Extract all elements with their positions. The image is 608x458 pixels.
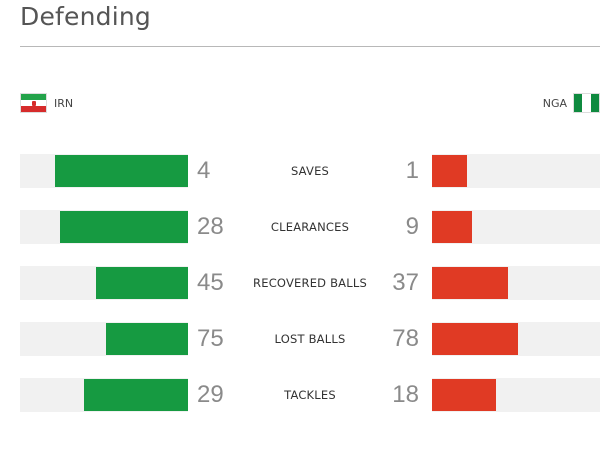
stat-center-band: [188, 266, 432, 300]
home-stat-value: 29: [197, 381, 224, 408]
stat-row-recovered-balls: 45 RECOVERED BALLS 37: [20, 266, 600, 300]
home-team: IRN: [20, 93, 73, 113]
away-stat-bar: [432, 155, 468, 187]
stat-row-tackles: 29 TACKLES 18: [20, 378, 600, 412]
away-stat-value: 78: [392, 325, 419, 352]
away-stat-bar: [432, 323, 518, 355]
stat-center-band: [188, 210, 432, 244]
title-divider: [20, 46, 600, 47]
section-title: Defending: [20, 2, 151, 31]
away-stat-value: 1: [405, 157, 419, 184]
iran-flag-icon: [20, 93, 47, 113]
home-stat-value: 75: [197, 325, 224, 352]
nigeria-flag-icon: [573, 93, 600, 113]
away-stat-bar: [432, 379, 496, 411]
stat-label: CLEARANCES: [270, 220, 350, 234]
away-team: NGA: [543, 93, 600, 113]
home-stat-bar: [95, 267, 188, 299]
home-stat-bar: [55, 155, 188, 187]
stat-label: TACKLES: [284, 388, 336, 402]
stat-label: SAVES: [290, 164, 330, 178]
home-stat-bar: [83, 379, 188, 411]
home-stat-value: 28: [197, 213, 224, 240]
stat-center-band: [188, 154, 432, 188]
away-stat-value: 37: [392, 269, 419, 296]
stat-row-lost-balls: 75 LOST BALLS 78: [20, 322, 600, 356]
home-stat-bar: [60, 211, 188, 243]
away-stat-value: 18: [392, 381, 419, 408]
stat-row-clearances: 28 CLEARANCES 9: [20, 210, 600, 244]
home-stat-value: 4: [197, 157, 211, 184]
away-stat-value: 9: [405, 213, 419, 240]
home-team-code: IRN: [54, 96, 74, 110]
away-stat-bar: [432, 267, 508, 299]
stat-center-band: [188, 378, 432, 412]
home-stat-value: 45: [197, 269, 224, 296]
stat-label: RECOVERED BALLS: [253, 276, 367, 290]
away-team-code: NGA: [542, 96, 567, 110]
away-stat-bar: [432, 211, 473, 243]
stat-center-band: [188, 322, 432, 356]
stat-label: LOST BALLS: [274, 332, 346, 346]
stat-row-saves: 4 SAVES 1: [20, 154, 600, 188]
home-stat-bar: [105, 323, 188, 355]
